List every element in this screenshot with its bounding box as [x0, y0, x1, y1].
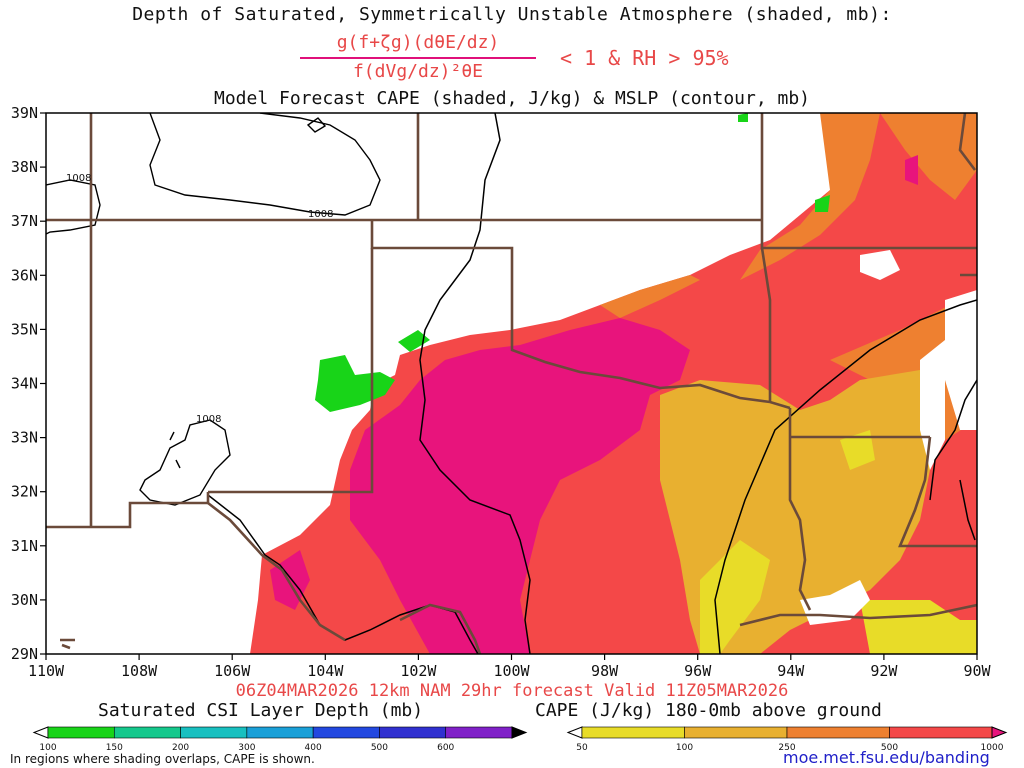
cape-region-50: [840, 430, 875, 470]
mslp-contours: [46, 113, 381, 506]
state-border: [760, 247, 772, 402]
x-tick-label: 100W: [493, 662, 530, 680]
y-tick-label: 34N: [11, 375, 38, 393]
equation-denominator: f(dVg/dz)²θE: [352, 61, 484, 82]
csi-region-100: [738, 113, 748, 122]
colorbar-tick-label: 100: [39, 743, 56, 753]
colorbar-segment: [379, 726, 447, 739]
csi-region-100: [398, 330, 430, 352]
colorbar-segment: [246, 726, 314, 739]
y-tick-label: 33N: [11, 429, 38, 447]
colorbar-segment: [312, 726, 380, 739]
y-tick-label: 39N: [11, 104, 38, 122]
colorbar-segment: [180, 726, 248, 739]
coastline: [207, 113, 977, 654]
colorbar-segment: [786, 726, 890, 739]
state-border: [370, 220, 791, 410]
cape-region-250: [600, 275, 700, 318]
colorbar-tick-label: 500: [371, 743, 388, 753]
chart-title: Depth of Saturated, Symmetrically Unstab…: [132, 4, 892, 25]
colorbar-tick-label: 50: [576, 743, 588, 753]
x-tick-label: 104W: [307, 662, 344, 680]
colorbar-tick-label: 300: [238, 743, 255, 753]
x-tick-label: 92W: [870, 662, 898, 680]
csi-shading: [315, 113, 830, 412]
colorbar-segment: [581, 726, 685, 739]
colorbar-tick-label: 1000: [981, 743, 1004, 753]
cape-region-1000: [905, 155, 918, 185]
colorbar-tick-label: 500: [881, 743, 898, 753]
y-tick-label: 29N: [11, 645, 38, 663]
y-tick-label: 35N: [11, 320, 38, 338]
cape-region-1000: [350, 318, 690, 654]
state-border: [739, 603, 977, 627]
colorbar-segment: [47, 726, 115, 739]
csi-region-100: [815, 195, 830, 212]
csi-colorbar-label: Saturated CSI Layer Depth (mb): [98, 700, 424, 721]
cape-region-250: [740, 113, 880, 280]
y-tick-label: 37N: [11, 212, 38, 230]
cape-region-50: [860, 600, 977, 654]
mslp-label: 1008: [66, 173, 91, 184]
overlap-note: In regions where shading overlaps, CAPE …: [10, 752, 315, 766]
mslp-contour-1008: [139, 419, 231, 506]
x-tick-label: 94W: [777, 662, 805, 680]
chart-subtitle: Model Forecast CAPE (shaded, J/kg) & MSL…: [213, 88, 811, 109]
state-border: [898, 436, 977, 548]
cape-region-250: [880, 113, 977, 200]
y-tick-label: 30N: [11, 591, 38, 609]
x-tick-label: 90W: [963, 662, 991, 680]
state-border: [206, 492, 346, 642]
x-tick-label: 98W: [591, 662, 619, 680]
state-border: [46, 501, 208, 529]
y-tick-label: 31N: [11, 537, 38, 555]
colorbar-arrow-left: [566, 726, 583, 739]
y-tick-label: 32N: [11, 483, 38, 501]
x-tick-label: 108W: [121, 662, 158, 680]
colorbar-segment: [445, 726, 513, 739]
equation-fraction-bar: [300, 57, 536, 59]
equation-condition: < 1 & RH > 95%: [560, 46, 729, 70]
y-tick-label: 36N: [11, 266, 38, 284]
forecast-valid-line: 06Z04MAR2026 12km NAM 29hr forecast Vali…: [235, 681, 789, 701]
state-border: [958, 113, 977, 171]
colorbar-tick-label: 250: [778, 743, 795, 753]
state-border: [60, 638, 75, 650]
csi-region-100: [315, 355, 395, 412]
csi-colorbar: 100 150 200 300 400 500 600: [32, 726, 528, 753]
colorbar-tick-label: 200: [172, 743, 189, 753]
state-border: [399, 603, 482, 654]
x-tick-label: 106W: [214, 662, 251, 680]
map-axes: 110W 108W 106W 104W 102W 100W 98W 96W 94W 92W 90W 3…: [11, 104, 992, 680]
colorbar-tick-label: 400: [305, 743, 322, 753]
x-tick-label: 110W: [28, 662, 65, 680]
cape-colorbar-label: CAPE (J/kg) 180-0mb above ground: [535, 700, 882, 721]
x-tick-label: 102W: [400, 662, 437, 680]
colorbar-tick-label: 150: [106, 743, 123, 753]
state-border: [208, 248, 374, 494]
mslp-contour-1008: [46, 179, 101, 235]
equation-numerator: g(f+ζg)(dθE/dz): [336, 32, 500, 53]
mslp-contour-1008: [149, 113, 381, 216]
colorbar-arrow-right: [991, 726, 1008, 739]
cape-colorbar: 50 100 250 500 1000: [566, 726, 1008, 753]
colorbar-tick-label: 100: [676, 743, 693, 753]
source-url[interactable]: moe.met.fsu.edu/banding: [783, 748, 990, 767]
colorbar-segment: [113, 726, 181, 739]
x-tick-label: 96W: [684, 662, 712, 680]
state-border: [788, 408, 812, 611]
colorbar-tick-label: 600: [437, 743, 454, 753]
y-tick-label: 38N: [11, 158, 38, 176]
state-borders: [46, 113, 977, 654]
map-area: [46, 113, 977, 654]
mslp-label: 1008: [308, 209, 333, 220]
colorbar-arrow-left: [32, 726, 49, 739]
mslp-label: 1008: [196, 414, 221, 425]
colorbar-segment: [684, 726, 788, 739]
colorbar-segment: [889, 726, 993, 739]
colorbar-arrow-right: [511, 726, 528, 739]
